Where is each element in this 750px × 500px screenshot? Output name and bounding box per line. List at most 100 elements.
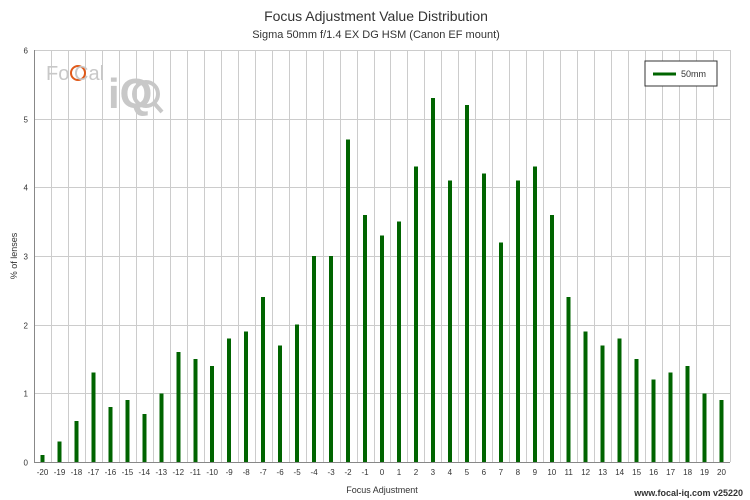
bar--6 xyxy=(278,345,283,462)
logo-magnifier-handle xyxy=(152,101,164,114)
x-tick-label: 3 xyxy=(431,468,436,477)
y-tick-label: 3 xyxy=(24,253,29,262)
bar-1 xyxy=(397,221,401,462)
x-tick-label: -16 xyxy=(105,468,117,477)
bar--18 xyxy=(74,420,79,462)
x-tick-label: -11 xyxy=(190,468,202,477)
x-tick-label: -14 xyxy=(139,468,151,477)
chart-title: Focus Adjustment Value Distribution xyxy=(264,8,488,24)
bar--10 xyxy=(210,365,215,462)
y-tick-label: 5 xyxy=(24,116,29,125)
bar-18 xyxy=(685,365,690,462)
axes xyxy=(34,50,730,463)
x-tick-label: 8 xyxy=(516,468,521,477)
bar-0 xyxy=(380,235,384,462)
bar-15 xyxy=(634,359,639,462)
x-tick-label: 16 xyxy=(649,468,658,477)
x-tick-label: 19 xyxy=(700,468,709,477)
bar--4 xyxy=(312,256,317,462)
bar--7 xyxy=(261,297,266,462)
x-tick-label: -3 xyxy=(328,468,336,477)
x-tick-label: 6 xyxy=(482,468,487,477)
logo-focal-text: Fo xyxy=(46,63,69,85)
x-tick-label: 2 xyxy=(414,468,419,477)
x-tick-label: 11 xyxy=(565,468,574,477)
x-tick-label: -20 xyxy=(37,468,49,477)
y-tick-labels: 0 1 2 3 4 5 6 xyxy=(24,47,29,468)
x-tick-label: -5 xyxy=(294,468,302,477)
x-tick-label: 1 xyxy=(397,468,402,477)
bar-3 xyxy=(430,98,435,462)
bar-8 xyxy=(515,180,520,462)
x-tick-label: -9 xyxy=(226,468,234,477)
y-axis-label: % of lenses xyxy=(9,232,19,279)
bar-11 xyxy=(566,297,571,462)
site-watermark: www.focal-iq.com v25220 xyxy=(633,488,743,498)
bar--19 xyxy=(57,441,62,462)
x-tick-label: 14 xyxy=(615,468,624,477)
y-tick-label: 1 xyxy=(24,390,29,399)
logo-magnifier-icon xyxy=(132,80,160,108)
grid-lines xyxy=(34,50,731,463)
bar--15 xyxy=(125,400,130,462)
x-tick-label: -12 xyxy=(173,468,185,477)
bar--13 xyxy=(159,393,164,462)
bar-16 xyxy=(651,379,656,462)
x-tick-label: 13 xyxy=(598,468,607,477)
x-tick-label: 9 xyxy=(533,468,538,477)
bar-19 xyxy=(702,393,707,462)
bar--16 xyxy=(108,407,113,462)
bar-10 xyxy=(549,214,554,462)
bar-9 xyxy=(532,166,537,462)
bar--11 xyxy=(193,359,198,462)
y-tick-label: 0 xyxy=(24,459,29,468)
logo-focal-text-2: Cal xyxy=(74,63,104,85)
logo-accent-ring xyxy=(70,65,86,81)
x-tick-label: -13 xyxy=(156,468,168,477)
bar-20 xyxy=(719,400,724,462)
x-tick-label: 12 xyxy=(581,468,590,477)
bar--8 xyxy=(244,331,249,462)
bar-17 xyxy=(668,372,673,462)
bar--14 xyxy=(142,413,147,462)
y-tick-label: 4 xyxy=(24,184,29,193)
x-tick-label: -1 xyxy=(361,468,369,477)
x-tick-label: 4 xyxy=(448,468,453,477)
x-tick-label: 15 xyxy=(632,468,641,477)
bar-13 xyxy=(600,345,605,462)
bar-6 xyxy=(481,173,486,462)
x-tick-label: 18 xyxy=(683,468,692,477)
bar-2 xyxy=(414,166,418,462)
bar-12 xyxy=(583,331,588,462)
focal-iq-logo: Fo Cal iQ xyxy=(46,63,164,117)
y-tick-label: 2 xyxy=(24,322,29,331)
y-tick-label: 6 xyxy=(24,47,29,56)
x-tick-label: -18 xyxy=(71,468,83,477)
x-tick-label: -15 xyxy=(122,468,134,477)
bar--1 xyxy=(363,214,367,462)
bar-14 xyxy=(617,338,622,462)
x-tick-labels: -20 -19 -18 -17 -16 -15 -14 -13 -12 -11 -1 0 -9 -8 -7 -… xyxy=(37,468,727,477)
x-tick-label: -8 xyxy=(243,468,251,477)
x-tick-label: 10 xyxy=(547,468,556,477)
x-tick-label: 5 xyxy=(465,468,470,477)
chart-subtitle: Sigma 50mm f/1.4 EX DG HSM (Canon EF mou… xyxy=(252,29,500,41)
bar--9 xyxy=(227,338,232,462)
x-tick-label: -4 xyxy=(311,468,319,477)
x-tick-label: -7 xyxy=(260,468,268,477)
legend: 50mm xyxy=(644,60,718,87)
x-tick-label: 7 xyxy=(499,468,504,477)
x-tick-label: 20 xyxy=(717,468,726,477)
bar--5 xyxy=(295,324,300,462)
legend-box xyxy=(644,60,718,87)
bar--2 xyxy=(346,139,350,463)
bar--20 xyxy=(40,455,45,462)
x-axis-label: Focus Adjustment xyxy=(346,485,418,495)
x-tick-label: -17 xyxy=(88,468,100,477)
bar--17 xyxy=(91,372,96,462)
bars xyxy=(40,98,724,463)
bar--3 xyxy=(329,256,334,462)
x-tick-label: -19 xyxy=(54,468,66,477)
x-tick-label: 0 xyxy=(380,468,385,477)
